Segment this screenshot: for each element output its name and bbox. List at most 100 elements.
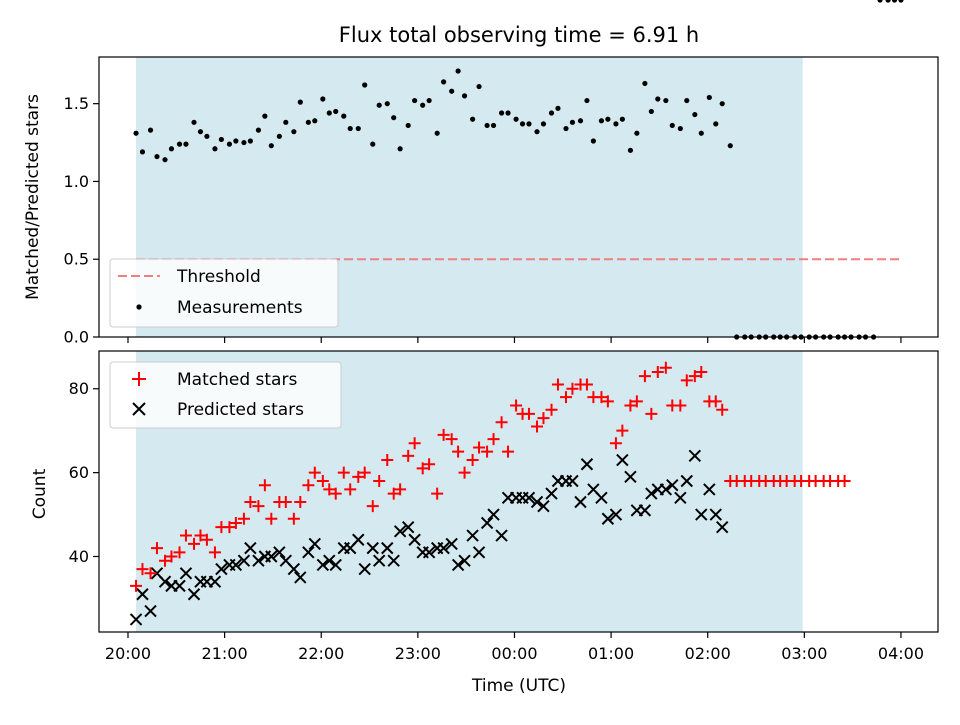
- matched-star-marker: [452, 445, 465, 458]
- predicted-star-marker: [495, 529, 508, 542]
- measurement-point: [461, 93, 468, 99]
- measurement-point: [727, 143, 733, 149]
- predicted-star-marker: [522, 491, 536, 504]
- measurement-point: [877, 0, 883, 3]
- measurement-point: [441, 79, 447, 85]
- measurement-point: [370, 141, 376, 147]
- measurement-point: [347, 125, 353, 132]
- measurement-point: [706, 94, 712, 101]
- measurement-point: [405, 122, 411, 129]
- y-tick-label: 1.0: [64, 172, 89, 191]
- top-axes-frame: [98, 56, 939, 338]
- measurement-point: [276, 133, 282, 139]
- predicted-star-marker: [709, 508, 722, 521]
- matched-star-marker: [352, 470, 365, 483]
- predicted-star-marker: [265, 550, 278, 563]
- measurement-point: [569, 119, 576, 125]
- matched-star-marker: [208, 546, 221, 559]
- measurement-point: [183, 141, 189, 147]
- matched-star-marker: [308, 466, 321, 479]
- matched-star-marker: [130, 579, 143, 592]
- measurement-point: [326, 110, 332, 116]
- predicted-star-marker: [601, 512, 615, 525]
- matched-star-marker: [223, 521, 236, 534]
- matched-star-marker: [194, 529, 207, 542]
- matched-star-marker: [651, 365, 664, 378]
- predicted-star-marker: [530, 495, 544, 509]
- matched-star-marker: [545, 403, 558, 416]
- bottom-axes-frame: [98, 350, 939, 633]
- y-tick-label: 80: [69, 379, 89, 398]
- predicted-star-marker: [381, 541, 394, 555]
- measurement-point: [355, 125, 361, 132]
- predicted-star-marker: [129, 613, 143, 626]
- matched-star-marker: [302, 479, 315, 492]
- measurement-point: [449, 88, 455, 94]
- measurement-point: [548, 110, 555, 116]
- matched-star-marker: [373, 475, 386, 488]
- measurement-point: [412, 97, 418, 104]
- measurement-point: [563, 125, 569, 132]
- matched-star-marker: [645, 407, 658, 420]
- legend-measurements-swatch: [136, 304, 142, 310]
- predicted-star-marker: [624, 470, 637, 484]
- matched-star-marker: [337, 466, 350, 479]
- matched-star-marker: [294, 495, 307, 508]
- matched-star-marker: [252, 500, 265, 513]
- matched-star-marker: [638, 370, 651, 383]
- top-legend: Threshold Measurements: [109, 258, 339, 328]
- matched-star-marker: [316, 475, 329, 488]
- predicted-star-marker: [229, 558, 243, 572]
- matched-star-marker: [445, 433, 458, 446]
- measurement-point: [613, 121, 619, 127]
- matched-star-marker: [495, 416, 508, 429]
- measurement-point: [513, 116, 519, 122]
- matched-star-marker: [680, 374, 693, 387]
- measurement-point: [255, 127, 262, 133]
- matched-star-marker: [674, 399, 687, 412]
- x-tick-label: 21:00: [202, 644, 248, 663]
- predicted-star-marker: [680, 474, 693, 488]
- x-tick-label: 20:00: [105, 644, 151, 663]
- predicted-star-marker: [136, 588, 149, 601]
- predicted-star-marker: [645, 487, 658, 500]
- legend-predicted-swatch: [132, 402, 146, 416]
- predicted-star-marker: [393, 525, 407, 538]
- measurement-point: [577, 118, 584, 124]
- matched-star-marker: [551, 378, 564, 391]
- measurement-point: [204, 133, 210, 139]
- predicted-star-marker: [674, 491, 687, 504]
- measurement-point: [605, 116, 611, 122]
- measurement-point: [191, 119, 197, 125]
- count-panel: 40 60 80 20:00 21:00 22:00 23:00 00:00 01:00 02:…: [30, 350, 939, 663]
- measurement-point: [426, 97, 432, 104]
- measurement-point: [663, 97, 669, 104]
- matched-star-marker: [423, 458, 436, 471]
- measurement-point: [470, 116, 476, 122]
- matched-star-marker: [624, 399, 637, 412]
- x-tick-label: 22:00: [298, 644, 344, 663]
- matched-star-marker: [595, 391, 608, 404]
- matched-star-marker: [537, 412, 550, 425]
- predicted-star-marker: [537, 499, 550, 513]
- predicted-star-marker: [252, 554, 265, 567]
- measurement-point: [247, 138, 253, 144]
- measurement-point: [384, 101, 390, 107]
- matched-star-marker: [237, 512, 250, 525]
- measurement-point: [241, 139, 247, 146]
- measurement-point: [619, 116, 625, 122]
- matched-star-marker: [560, 391, 573, 404]
- measurement-point: [648, 108, 654, 115]
- x-tick-label: 23:00: [395, 644, 441, 663]
- matched-star-marker: [150, 542, 163, 555]
- measurement-point: [891, 0, 898, 3]
- predicted-star-marker: [545, 487, 558, 500]
- predicted-star-marker: [144, 604, 157, 618]
- top-legend-box: [109, 258, 339, 328]
- ratio-panel: 0.0 0.5 1.0 1.5 Matched/Predicted stars Thr…: [23, 0, 939, 347]
- matched-star-marker: [466, 454, 479, 467]
- predicted-star-marker: [237, 554, 251, 567]
- measurement-point: [218, 136, 224, 143]
- matched-star-marker: [481, 445, 494, 458]
- measurement-point: [627, 147, 634, 153]
